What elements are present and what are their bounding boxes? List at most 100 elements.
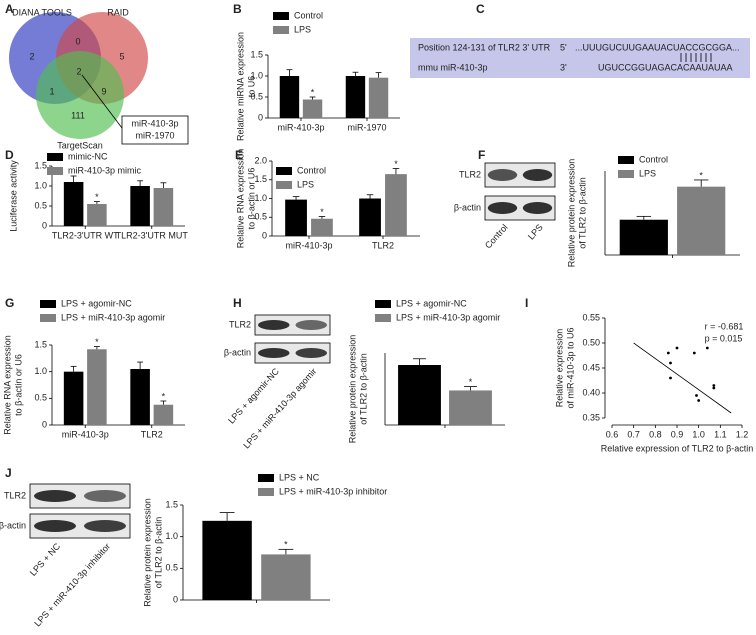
y-tick-label: 1.5 (165, 499, 178, 509)
y-axis-label: of TLR2 to β-actin (358, 353, 368, 425)
y-axis-label: of miR-410-3p to U6 (565, 327, 575, 408)
y-axis-label: Relative RNA expression (2, 335, 12, 435)
legend-label: Control (294, 10, 323, 20)
venn-count: 0 (75, 36, 80, 46)
y-tick-label: 0.35 (582, 412, 600, 422)
point (712, 386, 716, 390)
legend-label: LPS + NC (279, 472, 320, 482)
fit-line (633, 342, 732, 414)
y-tick-label: 2.0 (254, 155, 267, 165)
sequence: ...UUUGUCUUGAAUACUACCGCGGA... (575, 42, 740, 52)
y-axis-label: Relative expression (554, 329, 564, 408)
point (669, 361, 672, 365)
y-tick-label: 0.5 (34, 393, 47, 403)
bar (202, 520, 252, 600)
x-tick-label: miR-410-3p (62, 429, 109, 439)
point (669, 376, 672, 380)
legend-swatch (618, 170, 634, 178)
y-axis-label: Relative protein expression (347, 335, 357, 444)
bar (130, 186, 150, 226)
legend-label: mimic-NC (68, 151, 108, 161)
blot-band (84, 520, 126, 532)
bar (449, 390, 492, 425)
venn-count: 5 (119, 51, 124, 61)
y-axis-label: Luciferase activity (8, 160, 18, 232)
y-tick-label: 1.5 (34, 160, 47, 170)
legend-swatch (375, 314, 391, 322)
x-tick-label: 0.9 (671, 429, 684, 439)
legend-swatch (276, 167, 292, 175)
panel-label: J (5, 466, 12, 480)
legend-swatch (618, 156, 634, 164)
blot-row-label: TLR2 (459, 169, 481, 179)
strand-end: 5' (560, 42, 567, 52)
panel-label: E (235, 148, 243, 162)
legend-swatch (47, 167, 63, 175)
legend-label: Control (297, 165, 326, 175)
alignment-box (410, 38, 750, 78)
legend-swatch (40, 300, 56, 308)
blot-band (295, 348, 327, 358)
annotation: r = -0.681 (705, 321, 744, 331)
x-tick-label: 1.2 (736, 429, 749, 439)
legend-label: LPS + miR-410-3p agomir (61, 312, 165, 322)
significance: * (95, 192, 99, 202)
x-axis-label: Relative expression of TLR2 to β-actin (601, 443, 754, 453)
blot-band (487, 202, 518, 214)
y-tick-label: 0.45 (582, 362, 600, 372)
panel-label: I (525, 296, 528, 310)
y-tick-label: 0 (258, 112, 263, 122)
venn-count: 2 (29, 51, 34, 61)
callout-line (81, 74, 123, 129)
venn-set-label: RAID (107, 7, 129, 17)
legend-swatch (40, 314, 56, 322)
bar (311, 218, 333, 236)
legend-swatch (258, 474, 274, 482)
y-tick-label: 1.5 (254, 174, 267, 184)
bar (302, 99, 323, 118)
y-tick-label: 1.5 (34, 339, 47, 349)
y-axis-label: Relative RNA expression (235, 149, 245, 249)
y-tick-label: 0 (42, 419, 47, 429)
y-tick-label: 0.5 (34, 200, 47, 210)
venn-count: 2 (76, 66, 81, 76)
bar (385, 174, 407, 236)
y-tick-label: 0 (42, 220, 47, 230)
venn-count: 111 (71, 110, 85, 120)
y-tick-label: 0.55 (582, 312, 600, 322)
significance: * (699, 170, 703, 180)
legend-label: LPS (297, 179, 314, 189)
sequence: UGUCCGGUAGACACAAUAUAA (598, 62, 733, 72)
venn-set-label: TargetScan (57, 140, 103, 150)
legend-swatch (273, 12, 289, 20)
x-tick-label: TLR2-3'UTR WT (52, 230, 119, 240)
legend-label: Control (639, 154, 668, 164)
legend-label: LPS + agomir-NC (396, 298, 467, 308)
legend-label: miR-410-3p mimic (68, 165, 142, 175)
bar (261, 554, 311, 600)
significance: * (320, 207, 324, 217)
y-axis-label: of TLR2 to β-actin (153, 517, 163, 589)
bar (130, 369, 150, 425)
y-axis-label: Relative protein expression (566, 159, 576, 268)
significance: * (95, 337, 99, 347)
point (692, 351, 696, 355)
legend-label: LPS (294, 24, 311, 34)
point (705, 346, 709, 350)
row-label: Position 124-131 of TLR2 3' UTR (418, 42, 551, 52)
bar (153, 404, 174, 425)
y-axis-label: to β-actin or U6 (246, 168, 256, 230)
point (697, 399, 701, 402)
row-label: mmu miR-410-3p (418, 62, 488, 72)
legend-swatch (47, 153, 63, 161)
y-tick-label: 1.0 (250, 70, 263, 80)
y-tick-label: 1.0 (34, 366, 47, 376)
point (695, 394, 698, 397)
bar (153, 188, 174, 226)
callout-text: miR-410-3p (131, 118, 178, 128)
point (712, 384, 716, 387)
point (666, 351, 670, 355)
bar (87, 204, 107, 226)
legend-swatch (375, 300, 391, 308)
